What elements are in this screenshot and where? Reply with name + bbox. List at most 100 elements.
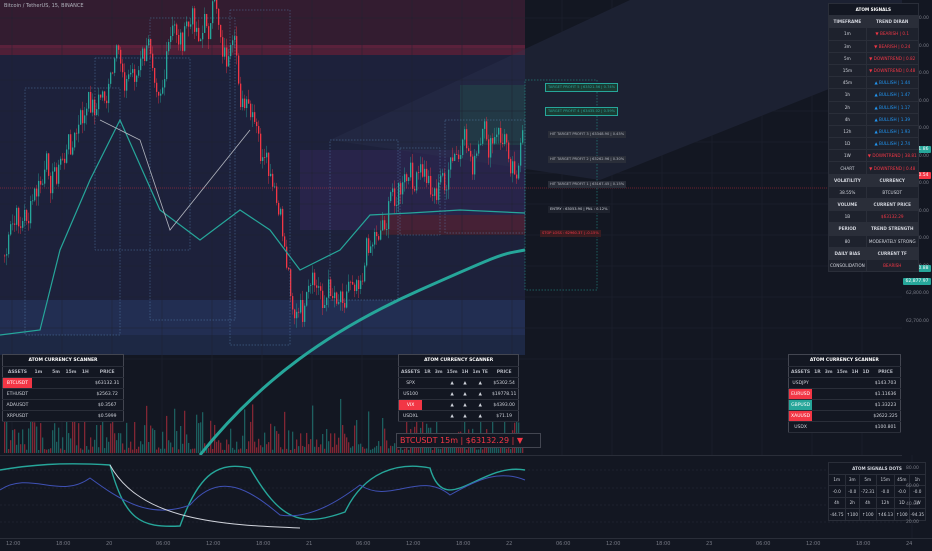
candle-body	[210, 23, 212, 40]
candle-body	[214, 0, 216, 2]
volume-bar	[250, 421, 252, 453]
volume-bar	[246, 448, 248, 453]
volume-bar	[20, 444, 22, 453]
candle-body	[482, 128, 484, 144]
scanner-col-header: ASSETS	[398, 366, 423, 378]
candle-body	[110, 72, 112, 84]
scanner-signal-cell	[422, 410, 433, 422]
candle-body	[288, 267, 290, 270]
candle-body	[78, 124, 80, 134]
volume-bar	[520, 443, 522, 453]
candle-body	[234, 36, 236, 41]
candle-body	[480, 143, 482, 145]
candle-body	[286, 246, 288, 268]
volume-bar	[252, 404, 254, 453]
scanner-signal-cell	[62, 377, 80, 389]
volume-bar	[154, 430, 156, 453]
scanner-signal-cell	[834, 388, 850, 400]
signal-info-right: BTCUSDT	[865, 185, 919, 200]
volume-bar	[508, 446, 510, 453]
scanner-asset: EURUSD	[788, 388, 813, 400]
volume-bar	[118, 433, 120, 453]
candle-body	[120, 49, 122, 64]
candle-body	[178, 34, 180, 45]
signal-direction: ▼ DOWNTREND | 38.81	[865, 149, 919, 163]
scanner-signal-cell	[49, 377, 63, 389]
volume-bar	[76, 445, 78, 453]
volume-bar	[188, 442, 190, 453]
volume-bar	[498, 448, 500, 453]
volume-bar	[224, 449, 226, 453]
dots-cell: 4h	[828, 496, 846, 509]
candle-body	[146, 45, 148, 61]
candle-body	[346, 291, 348, 308]
volume-bar	[380, 446, 382, 453]
candle-body	[148, 39, 150, 46]
candle-body	[520, 142, 522, 166]
signal-timeframe: 12h	[828, 124, 867, 139]
candle-body	[226, 47, 228, 67]
scanner-signal-cell	[79, 399, 92, 411]
volume-bar	[62, 437, 64, 453]
volume-bar	[366, 448, 368, 453]
candle-body	[8, 234, 10, 255]
time-tick-label: 23	[706, 541, 713, 547]
volume-bar	[160, 448, 162, 453]
scanner-asset: BTCUSDT	[2, 377, 32, 389]
volume-bar	[314, 446, 316, 453]
candle-body	[312, 272, 314, 286]
dots-cell: 1m	[828, 473, 846, 486]
candle-body	[42, 183, 44, 185]
candle-body	[504, 134, 506, 145]
volume-bar	[12, 430, 14, 453]
volume-bar	[340, 398, 342, 453]
candle-body	[88, 91, 90, 109]
volume-bar	[112, 416, 114, 453]
candle-body	[484, 121, 486, 129]
scanner-price: $2563.72	[91, 388, 124, 400]
volume-bar	[416, 400, 418, 453]
candle-body	[212, 1, 214, 24]
volume-bar	[100, 425, 102, 453]
dots-cell: ↑100	[844, 508, 860, 521]
volume-bar	[66, 418, 68, 453]
volume-bar	[258, 438, 260, 453]
signal-info-right: CURRENT TF	[865, 246, 919, 260]
scanner-price: $0.5999	[91, 410, 124, 422]
volume-bar	[198, 423, 200, 453]
candle-body	[280, 208, 282, 215]
pane-separator[interactable]	[0, 455, 902, 456]
candle-body	[48, 153, 50, 176]
candle-body	[384, 220, 386, 230]
candle-body	[282, 208, 284, 237]
volume-bars	[4, 398, 524, 453]
volume-bar	[114, 433, 116, 453]
time-tick-label: 06:00	[356, 541, 371, 547]
candle-body	[370, 246, 372, 253]
volume-bar	[84, 410, 86, 453]
volume-bar	[90, 437, 92, 453]
signal-info-left: VOLUME	[828, 197, 867, 212]
candle-body	[350, 281, 352, 283]
volume-bar	[336, 444, 338, 453]
volume-bar	[108, 441, 110, 453]
scanner-signal-cell: ▲	[470, 377, 490, 389]
candle-body	[230, 45, 232, 57]
scanner-asset: USDX	[788, 421, 813, 433]
scanner-col-header: 15m	[62, 366, 80, 378]
candle-body	[168, 41, 170, 52]
time-axis[interactable]: 12:00 18:00 20 06:00 12:00 18:00 21 06:00 12:00 1…	[0, 538, 932, 551]
candle-body	[204, 13, 206, 33]
candle-body	[144, 48, 146, 61]
scanner-asset: USDXL	[398, 410, 423, 422]
candle-body	[452, 157, 454, 161]
candle-body	[202, 32, 204, 40]
scanner-col-header: 15m	[444, 366, 460, 378]
volume-bar	[78, 423, 80, 453]
scanner-signal-cell: ▲	[470, 399, 490, 411]
osc-axis[interactable]: 80.00 60.00 40.00 20.00	[902, 456, 932, 538]
scanner-title: ATOM CURRENCY SCANNER	[788, 354, 901, 367]
volume-bar	[218, 440, 220, 453]
volume-bar	[226, 439, 228, 453]
